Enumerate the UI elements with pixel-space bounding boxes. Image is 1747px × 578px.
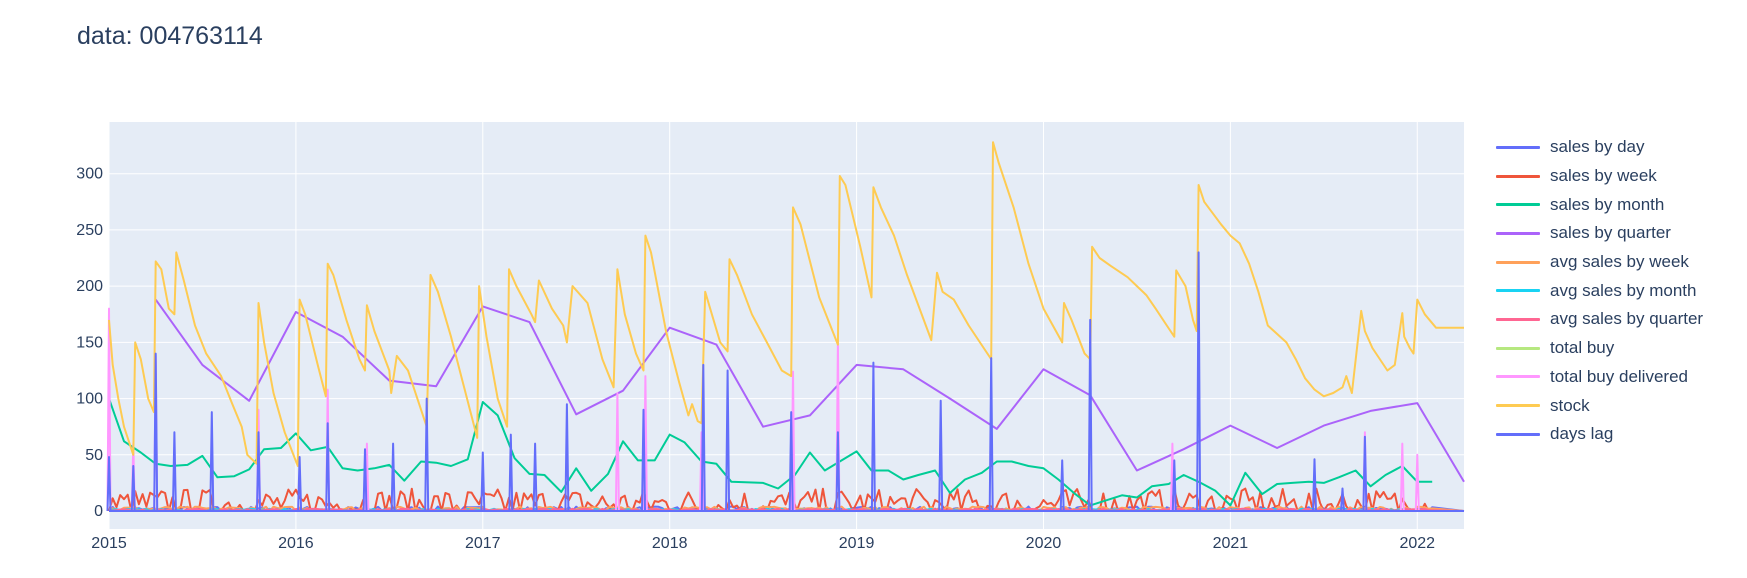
legend-item[interactable]: stock — [1496, 391, 1703, 420]
y-tick-label: 100 — [76, 391, 103, 408]
series-line-stock — [108, 141, 1464, 467]
series-line-sales-by-week — [108, 487, 1464, 512]
legend-item[interactable]: avg sales by quarter — [1496, 305, 1703, 334]
x-tick-label: 2021 — [1213, 535, 1249, 552]
legend-item[interactable]: total buy delivered — [1496, 363, 1703, 392]
x-tick-label: 2019 — [839, 535, 875, 552]
y-tick-label: 200 — [76, 278, 103, 295]
series-layer — [106, 141, 1465, 513]
series-line-days-lag — [106, 251, 1464, 513]
legend-swatch — [1496, 404, 1540, 408]
y-tick-label: 250 — [76, 222, 103, 239]
legend-label: sales by month — [1550, 194, 1665, 214]
y-tick-label: 0 — [94, 503, 103, 520]
y-tick-label: 50 — [85, 447, 103, 464]
x-tick-label: 2015 — [91, 535, 127, 552]
legend-swatch — [1496, 346, 1540, 350]
legend-item[interactable]: total buy — [1496, 334, 1703, 363]
legend-swatch — [1496, 317, 1540, 321]
legend-item[interactable]: days lag — [1496, 420, 1703, 449]
series-line-sales-by-quarter — [154, 299, 1465, 483]
y-tick-label: 150 — [76, 334, 103, 351]
legend-item[interactable]: sales by month — [1496, 190, 1703, 219]
plot-background — [109, 122, 1464, 529]
legend: sales by day sales by week sales by month s… — [1496, 133, 1703, 449]
x-tick-label: 2022 — [1399, 535, 1435, 552]
legend-item[interactable]: sales by day — [1496, 133, 1703, 162]
legend-item[interactable]: avg sales by week — [1496, 248, 1703, 277]
axis-layer: 0 50 100 150 200 250 300 2015 2016 2017 2018 2019 20… — [76, 166, 1435, 552]
legend-swatch — [1496, 260, 1540, 264]
legend-label: avg sales by month — [1550, 280, 1697, 300]
x-tick-label: 2018 — [652, 535, 688, 552]
legend-item[interactable]: sales by quarter — [1496, 219, 1703, 248]
series-line-sales-by-month — [108, 398, 1433, 507]
legend-swatch — [1496, 432, 1540, 436]
legend-label: sales by quarter — [1550, 223, 1671, 243]
x-tick-label: 2017 — [465, 535, 501, 552]
legend-label: avg sales by week — [1550, 252, 1689, 272]
legend-label: total buy — [1550, 338, 1615, 358]
legend-label: stock — [1550, 395, 1590, 415]
legend-item[interactable]: avg sales by month — [1496, 276, 1703, 305]
legend-swatch — [1496, 289, 1540, 293]
legend-swatch — [1496, 231, 1540, 235]
legend-swatch — [1496, 145, 1540, 149]
legend-swatch — [1496, 375, 1540, 379]
legend-label: days lag — [1550, 424, 1614, 444]
y-tick-label: 300 — [76, 166, 103, 183]
x-tick-label: 2020 — [1026, 535, 1062, 552]
legend-item[interactable]: sales by week — [1496, 162, 1703, 191]
legend-label: sales by week — [1550, 166, 1657, 186]
legend-swatch — [1496, 203, 1540, 207]
legend-label: total buy delivered — [1550, 366, 1688, 386]
chart-title: data: 004763114 — [77, 22, 263, 50]
legend-swatch — [1496, 174, 1540, 178]
legend-label: sales by day — [1550, 137, 1645, 157]
legend-label: avg sales by quarter — [1550, 309, 1704, 329]
x-tick-label: 2016 — [278, 535, 314, 552]
